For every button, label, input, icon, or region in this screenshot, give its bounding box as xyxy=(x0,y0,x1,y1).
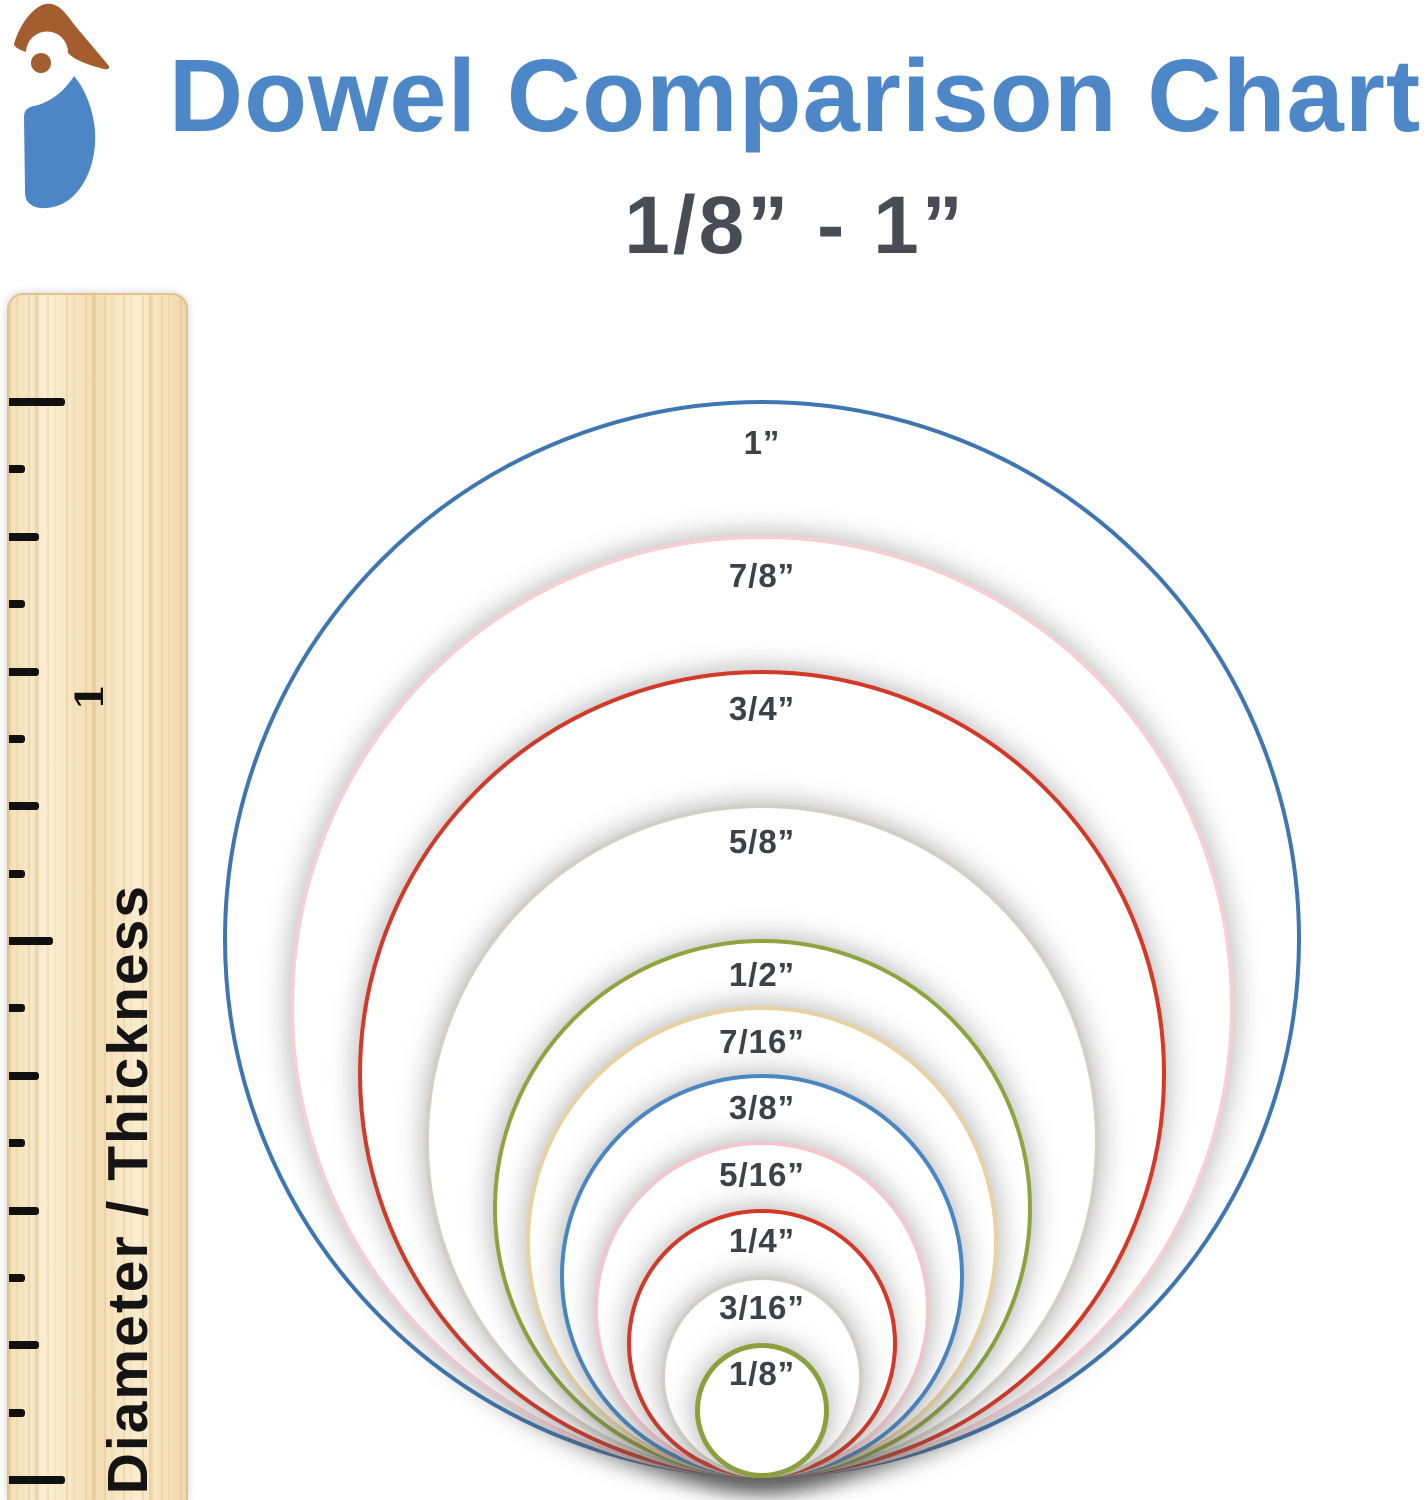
woodpecker-logo xyxy=(14,3,110,209)
ruler-tick xyxy=(9,1004,25,1013)
ruler-tick xyxy=(9,1273,25,1282)
dowel-size-label: 5/8” xyxy=(728,823,796,860)
dowel-size-label: 1” xyxy=(743,424,781,461)
ruler-tick xyxy=(9,532,39,541)
logo-bird-body xyxy=(24,76,96,209)
dowel-size-label: 5/16” xyxy=(719,1155,805,1193)
ruler-tick xyxy=(9,734,25,743)
page-title: Dowel Comparison Chart xyxy=(168,38,1422,153)
logo-roof-shape xyxy=(14,3,110,70)
dowel-circle xyxy=(694,1343,830,1478)
dowel-size-label: 1/2” xyxy=(728,956,796,993)
ruler-tick xyxy=(9,1139,25,1148)
ruler: 1 Diameter / Thickness xyxy=(7,293,188,1500)
dowel-size-label: 3/16” xyxy=(719,1288,805,1326)
ruler-tick xyxy=(9,1408,25,1417)
ruler-tick xyxy=(9,937,53,945)
dowel-size-label: 7/16” xyxy=(719,1022,805,1060)
ruler-tick xyxy=(9,465,25,474)
ruler-tick xyxy=(9,600,25,609)
dowel-size-label: 3/4” xyxy=(728,690,796,727)
dowel-size-label: 1/4” xyxy=(728,1222,796,1259)
page-subtitle-range: 1/8” - 1” xyxy=(624,180,966,271)
ruler-tick xyxy=(9,1341,39,1350)
dowel-size-label: 7/8” xyxy=(728,557,796,594)
ruler-tick xyxy=(9,1206,39,1215)
dowel-size-label: 3/8” xyxy=(728,1089,796,1126)
ruler-tick xyxy=(9,1476,65,1484)
ruler-tick xyxy=(9,667,39,676)
ruler-tick xyxy=(9,398,65,406)
dowel-size-label: 1/8” xyxy=(728,1355,796,1392)
logo-eye-icon xyxy=(31,53,51,73)
ruler-tick xyxy=(9,1071,39,1080)
ruler-tick xyxy=(9,802,39,811)
ruler-tick xyxy=(9,869,25,878)
